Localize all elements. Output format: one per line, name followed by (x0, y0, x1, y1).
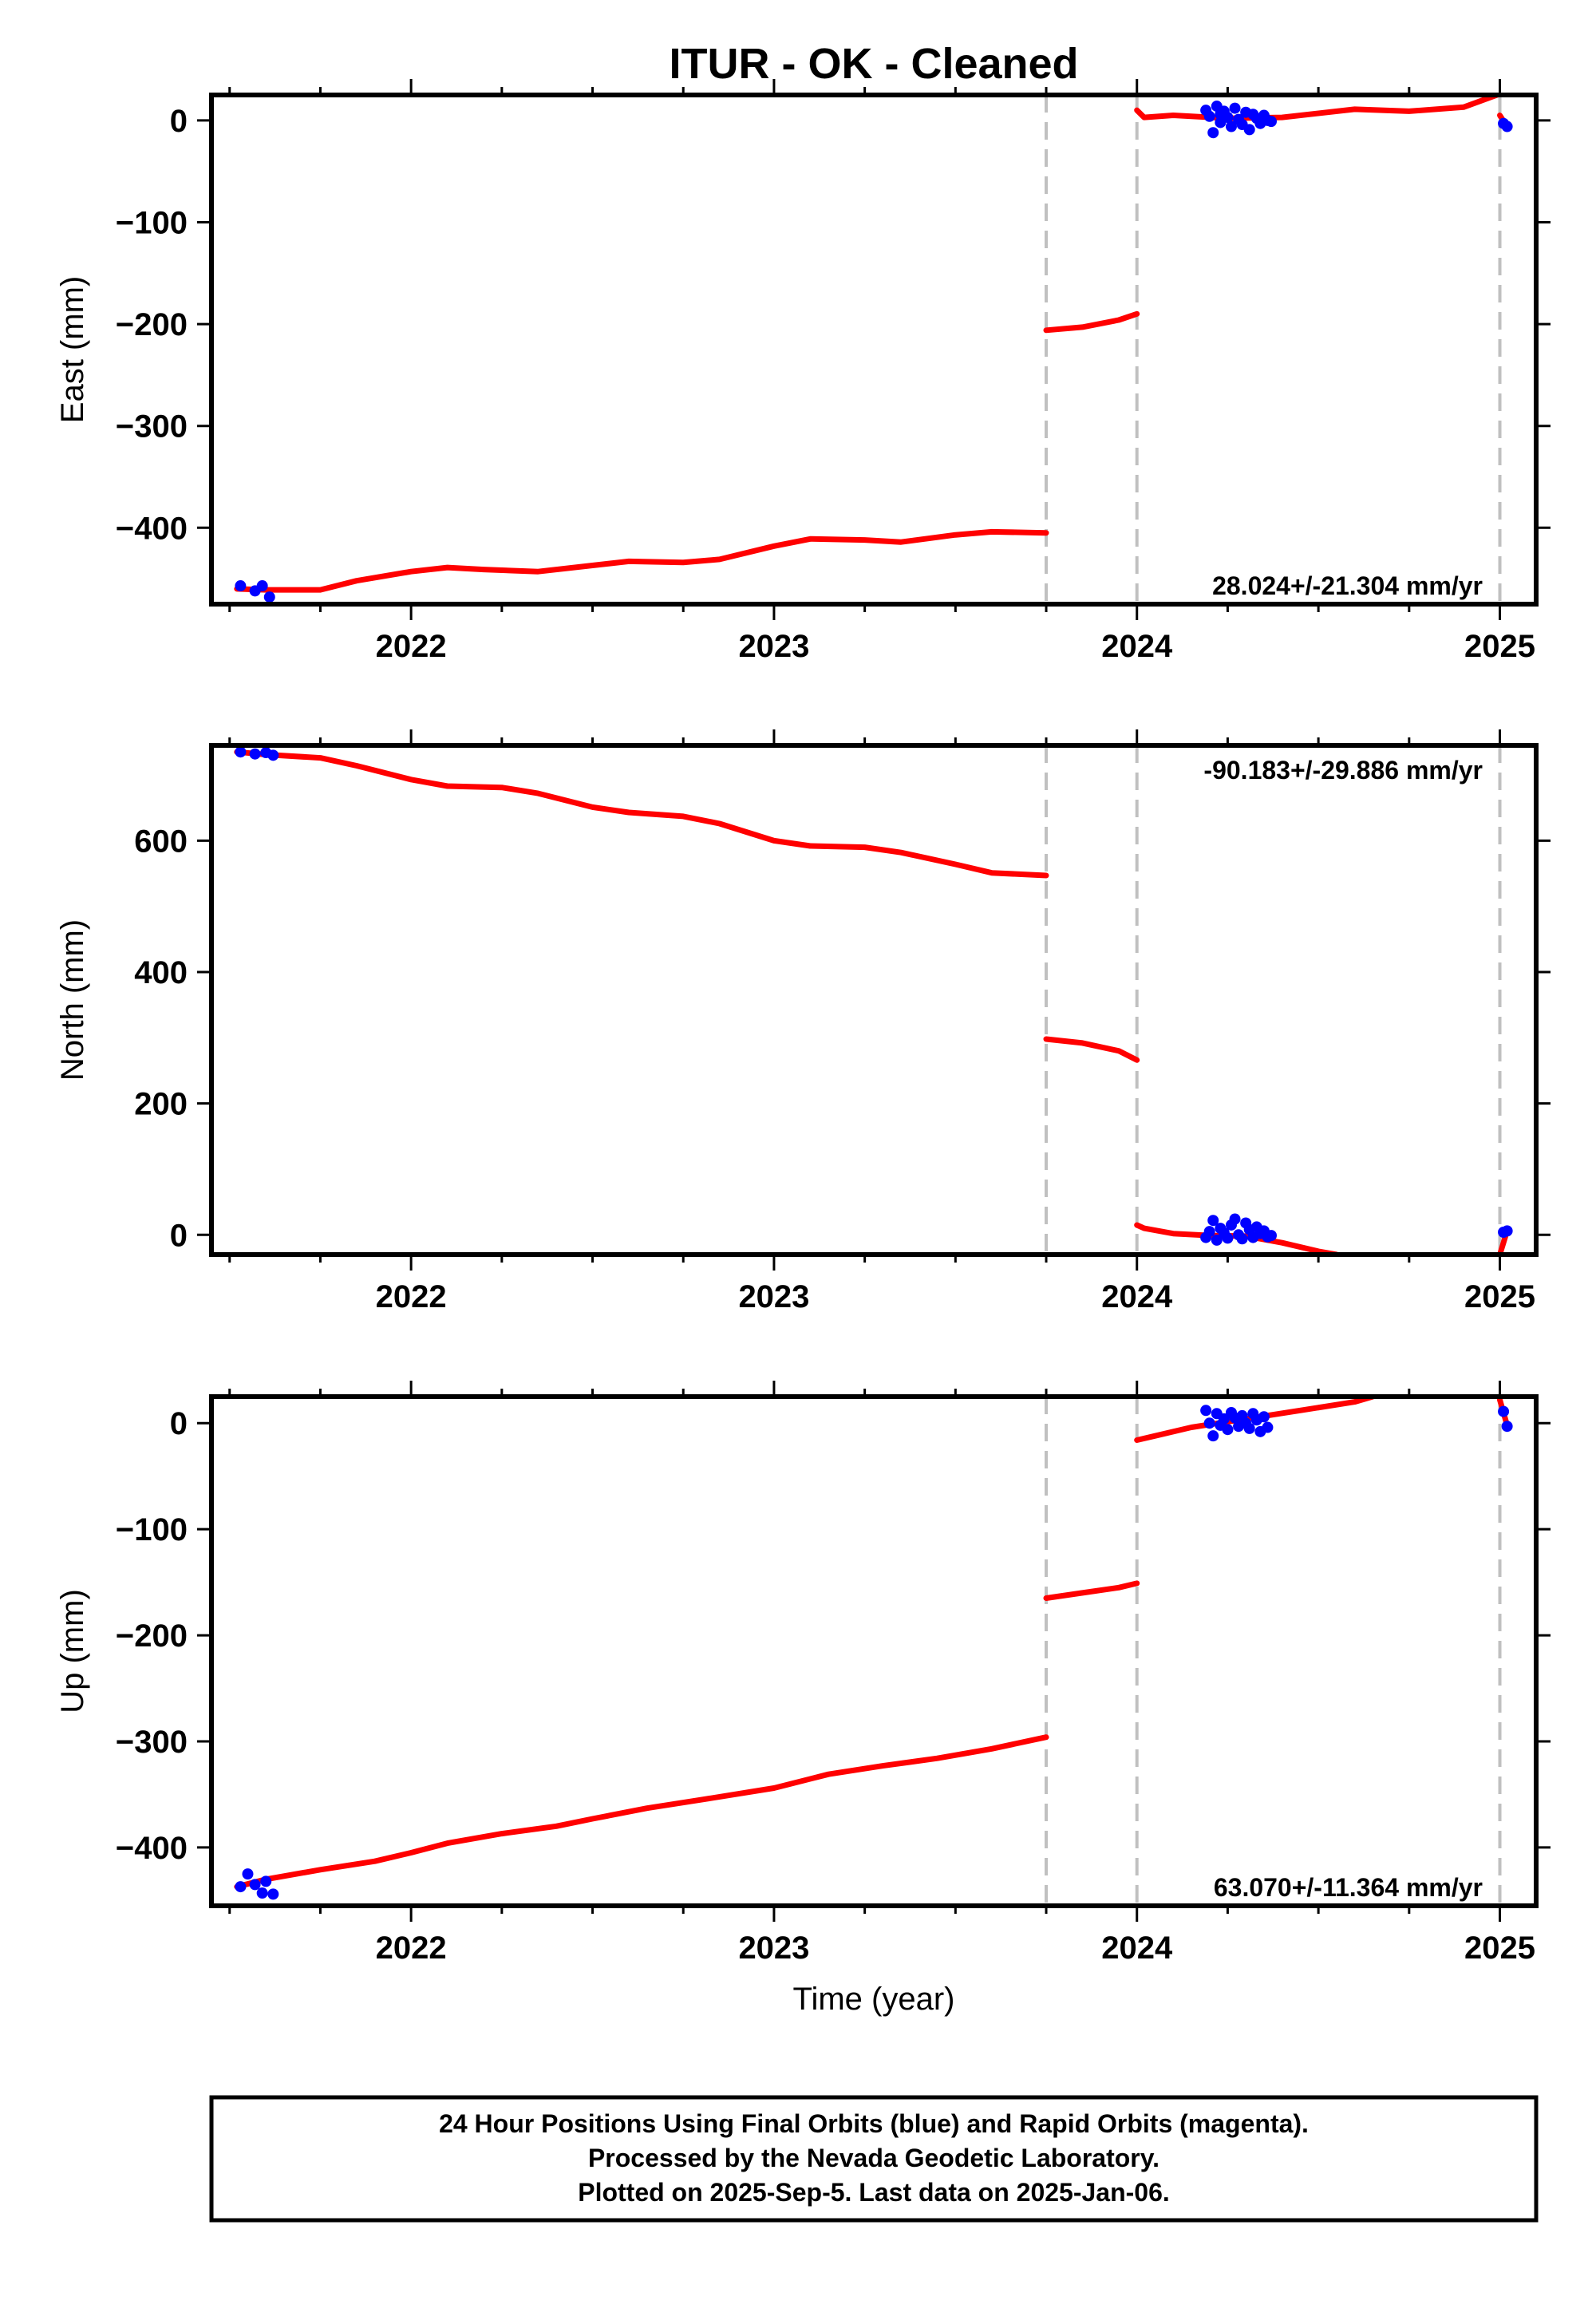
east-y-tick-label: −200 (116, 307, 188, 342)
north-plot-area (234, 746, 1513, 1255)
north-y-tick-label: 200 (134, 1087, 188, 1122)
north-data-point (267, 749, 279, 761)
north-frame (209, 743, 1539, 1257)
up-rate-label: 63.070+/-11.364 mm/yr (1214, 1873, 1483, 1902)
x-axis-label: Time (year) (793, 1982, 955, 2017)
north-data-point (1211, 1234, 1223, 1246)
up-data-point (242, 1868, 254, 1880)
up-data-point (1207, 1430, 1219, 1442)
up-data-point (1501, 1421, 1513, 1433)
east-model-segment-1 (234, 528, 1049, 593)
up-y-tick-label: −400 (116, 1831, 188, 1866)
up-data-point (235, 1881, 247, 1893)
up-panel: 2022 2023 2024 2025 0 −100 −200 −300 −400 Up (mm)… (55, 1381, 1551, 1966)
north-rate-label: -90.183+/-29.886 mm/yr (1203, 756, 1483, 785)
east-x-tick-label-2022: 2022 (376, 629, 447, 664)
east-y-axis-label: East (mm) (55, 276, 90, 423)
east-data-point (1203, 110, 1215, 122)
east-data-point (1229, 102, 1241, 114)
north-x-tick-label-2025: 2025 (1464, 1279, 1535, 1314)
chart-title: ITUR - OK - Cleaned (669, 40, 1078, 88)
north-y-tick-label: 0 (170, 1218, 188, 1253)
up-data-point (267, 1888, 279, 1900)
north-y-tick-label: 600 (134, 824, 188, 859)
north-data-point (1266, 1230, 1277, 1242)
north-data-point (1207, 1215, 1219, 1227)
up-data-point (1262, 1421, 1274, 1433)
up-data-point (249, 1879, 261, 1891)
footer-box (209, 2095, 1539, 2223)
north-data-point (1203, 1226, 1215, 1238)
north-data-point (249, 748, 261, 760)
north-data-point (1236, 1233, 1248, 1245)
north-data-point (1501, 1225, 1513, 1237)
up-data-point (1243, 1422, 1255, 1434)
north-y-tick-label: 400 (134, 955, 188, 990)
north-x-tick-label-2022: 2022 (376, 1279, 447, 1314)
up-model-segment-2 (1043, 1580, 1140, 1601)
up-y-axis-label: Up (mm) (55, 1589, 90, 1713)
east-x-tick-label-2024: 2024 (1101, 629, 1173, 664)
east-data-point (1222, 112, 1234, 124)
east-data-point (235, 580, 247, 592)
east-x-tick-label-2025: 2025 (1464, 629, 1535, 664)
north-data-point (1229, 1213, 1241, 1225)
up-data-point (256, 1887, 268, 1899)
up-x-tick-label-2023: 2023 (738, 1931, 809, 1966)
east-data-point (263, 591, 275, 603)
up-data-point (1222, 1424, 1234, 1436)
east-data-point (1501, 121, 1513, 132)
footer-line-2: Processed by the Nevada Geodetic Laborat… (588, 2144, 1159, 2172)
east-data-point (1207, 127, 1219, 139)
east-rate-label: 28.024+/-21.304 mm/yr (1212, 571, 1483, 600)
footer-line-3: Plotted on 2025-Sep-5. Last data on 2025… (578, 2178, 1170, 2207)
east-y-tick-label: 0 (170, 104, 188, 139)
up-data-point (1203, 1417, 1215, 1429)
east-plot-area (234, 95, 1513, 603)
east-data-point (1225, 121, 1237, 132)
north-panel: 2022 2023 2024 2025 0 200 400 600 North (mm) -90.… (55, 729, 1551, 1314)
north-x-tick-label-2023: 2023 (738, 1279, 809, 1314)
up-y-tick-label: −200 (116, 1618, 188, 1654)
up-y-tick-label: 0 (170, 1406, 188, 1441)
north-data-point (1222, 1232, 1234, 1244)
north-model-segment-1 (234, 749, 1049, 879)
up-x-tick-label-2025: 2025 (1464, 1931, 1535, 1966)
east-model-segment-3 (1134, 95, 1503, 121)
up-data-point (1218, 1413, 1230, 1425)
north-model-segment-2 (1043, 1036, 1140, 1063)
east-model-segment-2 (1043, 310, 1140, 334)
up-y-tick-label: −300 (116, 1725, 188, 1760)
east-frame (209, 93, 1539, 607)
east-panel: 2022 2023 2024 2025 0 −100 −200 −300 −400 East (m… (55, 79, 1551, 664)
up-data-point (260, 1875, 272, 1887)
east-y-tick-label: −300 (116, 409, 188, 445)
east-data-point (256, 580, 268, 592)
up-data-point (1200, 1405, 1212, 1417)
up-y-tick-label: −100 (116, 1512, 188, 1547)
north-x-tick-label-2024: 2024 (1101, 1279, 1173, 1314)
north-data-point (235, 746, 247, 758)
footer-line-1: 24 Hour Positions Using Final Orbits (bl… (439, 2109, 1309, 2138)
up-x-tick-label-2022: 2022 (376, 1931, 447, 1966)
north-y-axis-label: North (mm) (55, 919, 90, 1081)
up-frame (209, 1394, 1539, 1908)
east-data-point (1243, 124, 1255, 136)
east-x-tick-label-2023: 2023 (738, 629, 809, 664)
up-model-segment-1 (234, 1734, 1049, 1890)
east-y-tick-label: −100 (116, 206, 188, 241)
east-data-point (1266, 116, 1277, 128)
up-data-point (1498, 1405, 1510, 1417)
up-x-tick-label-2024: 2024 (1101, 1931, 1173, 1966)
up-plot-area (234, 1397, 1513, 1900)
up-data-point (1258, 1411, 1270, 1423)
east-y-tick-label: −400 (116, 511, 188, 546)
